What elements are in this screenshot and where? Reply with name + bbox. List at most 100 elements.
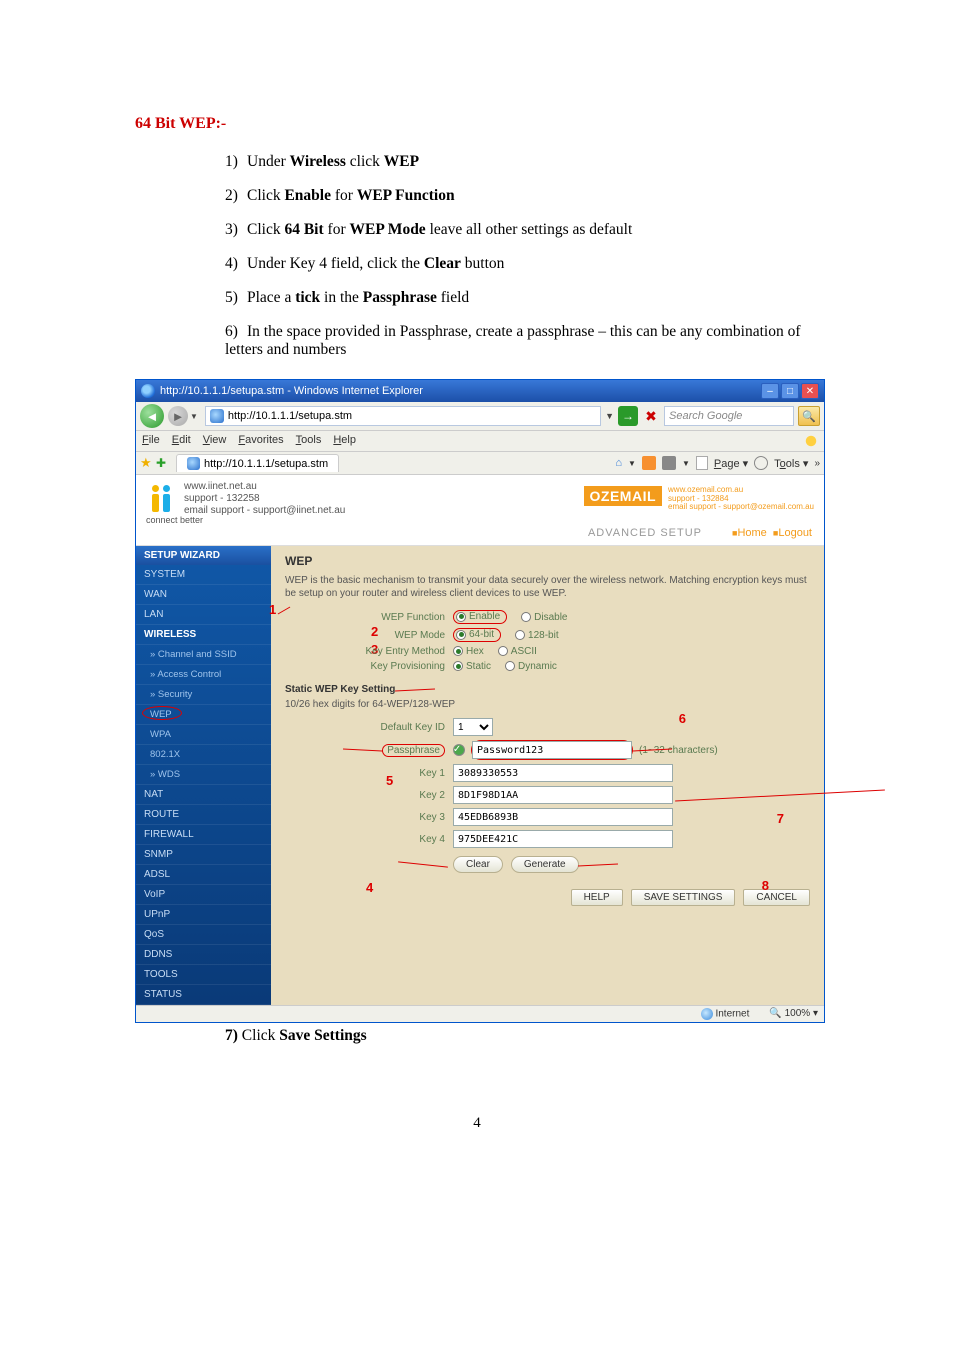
back-button[interactable]: ◄ bbox=[140, 404, 164, 428]
page-icon[interactable] bbox=[696, 456, 708, 470]
print-icon[interactable] bbox=[662, 456, 676, 470]
wan-link[interactable]: WAN bbox=[136, 585, 271, 605]
stop-button[interactable]: ✖ bbox=[642, 406, 660, 426]
addr-dropdown-icon[interactable]: ▼ bbox=[605, 411, 614, 421]
static-wep-desc: 10/26 hex digits for 64-WEP/128-WEP bbox=[285, 699, 810, 710]
128bit-option[interactable]: 128-bit bbox=[515, 630, 559, 641]
wireless-link[interactable]: WIRELESS bbox=[136, 625, 271, 645]
save-settings-button[interactable]: SAVE SETTINGS bbox=[631, 889, 736, 906]
wds-link[interactable]: » WDS bbox=[136, 765, 271, 785]
key4-input[interactable] bbox=[453, 830, 673, 848]
key3-label: Key 3 bbox=[285, 812, 445, 823]
access-control-link[interactable]: » Access Control bbox=[136, 665, 271, 685]
passphrase-checkbox[interactable]: ✓ bbox=[453, 744, 465, 756]
close-button[interactable]: ✕ bbox=[801, 383, 819, 399]
advanced-setup-label: ADVANCED SETUP bbox=[588, 527, 702, 539]
oz-email: email support - support@ozemail.com.au bbox=[668, 503, 814, 512]
help-button[interactable]: HELP bbox=[571, 889, 623, 906]
enable-option[interactable]: Enable bbox=[453, 610, 507, 624]
zoom-level[interactable]: 🔍 100% ▾ bbox=[769, 1008, 818, 1020]
address-url: http://10.1.1.1/setupa.stm bbox=[228, 410, 352, 422]
menu-tools[interactable]: Tools bbox=[296, 434, 322, 448]
setup-wizard-link[interactable]: SETUP WIZARD bbox=[136, 546, 271, 565]
64bit-option[interactable]: 64-bit bbox=[453, 628, 501, 642]
tools-icon[interactable] bbox=[754, 456, 768, 470]
snmp-link[interactable]: SNMP bbox=[136, 845, 271, 865]
firewall-link[interactable]: FIREWALL bbox=[136, 825, 271, 845]
lan-link[interactable]: LAN bbox=[136, 605, 271, 625]
add-favorite-icon[interactable]: ✚ bbox=[156, 456, 170, 470]
iinet-email: email support - support@iinet.net.au bbox=[184, 505, 345, 517]
adsl-link[interactable]: ADSL bbox=[136, 865, 271, 885]
browser-window: http://10.1.1.1/setupa.stm - Windows Int… bbox=[135, 379, 825, 1023]
weather-icon bbox=[804, 434, 818, 448]
security-link[interactable]: » Security bbox=[136, 685, 271, 705]
key2-input[interactable] bbox=[453, 786, 673, 804]
menu-help[interactable]: Help bbox=[333, 434, 356, 448]
instruction-item: 1)Under Wireless click WEP bbox=[225, 153, 819, 171]
cancel-button[interactable]: CANCEL bbox=[743, 889, 810, 906]
default-key-select[interactable]: 1 bbox=[453, 718, 493, 736]
wpa-link[interactable]: WPA bbox=[136, 725, 271, 745]
instruction-item: 3)Click 64 Bit for WEP Mode leave all ot… bbox=[225, 221, 819, 239]
route-link[interactable]: ROUTE bbox=[136, 805, 271, 825]
wep-mode-label: WEP Mode bbox=[285, 630, 445, 641]
tab-bar: ★ ✚ http://10.1.1.1/setupa.stm ⌂▼ ▼ Page… bbox=[136, 452, 824, 475]
section-title: 64 Bit WEP:- bbox=[135, 115, 819, 133]
wep-link[interactable]: WEP bbox=[136, 705, 271, 725]
instruction-item: 4)Under Key 4 field, click the Clear but… bbox=[225, 255, 819, 273]
status-bar: Internet 🔍 100% ▾ bbox=[136, 1005, 824, 1022]
home-icon[interactable]: ⌂ bbox=[615, 457, 622, 469]
static-option[interactable]: Static bbox=[453, 661, 491, 672]
search-button[interactable]: 🔍 bbox=[798, 406, 820, 426]
key4-label: Key 4 bbox=[285, 834, 445, 845]
voip-link[interactable]: VoIP bbox=[136, 885, 271, 905]
ie-icon bbox=[141, 384, 155, 398]
ascii-option[interactable]: ASCII bbox=[498, 646, 537, 657]
status-link[interactable]: STATUS bbox=[136, 985, 271, 1005]
callout-6: 6 bbox=[679, 711, 686, 726]
channel-ssid-link[interactable]: » Channel and SSID bbox=[136, 645, 271, 665]
menu-file[interactable]: File bbox=[142, 434, 160, 448]
home-logout-links[interactable]: ■Home ■Logout bbox=[732, 527, 812, 539]
dynamic-option[interactable]: Dynamic bbox=[505, 661, 557, 672]
minimize-button[interactable]: – bbox=[761, 383, 779, 399]
feed-icon[interactable] bbox=[642, 456, 656, 470]
address-input[interactable]: http://10.1.1.1/setupa.stm bbox=[205, 406, 601, 426]
go-button[interactable]: → bbox=[618, 406, 638, 426]
clear-button[interactable]: Clear bbox=[453, 856, 503, 873]
sidebar-nav: SETUP WIZARDSYSTEMWANLANWIRELESS» Channe… bbox=[136, 546, 271, 1005]
ddns-link[interactable]: DDNS bbox=[136, 945, 271, 965]
passphrase-input[interactable] bbox=[472, 741, 632, 759]
8021x-link[interactable]: 802.1X bbox=[136, 745, 271, 765]
tab-favicon-icon bbox=[187, 457, 200, 470]
forward-button[interactable]: ► bbox=[168, 406, 188, 426]
disable-option[interactable]: Disable bbox=[521, 612, 567, 623]
menu-bar: File Edit View Favorites Tools Help bbox=[136, 431, 824, 452]
callout-4: 4 bbox=[366, 880, 373, 895]
main-panel: 1 2 3 5 6 7 4 8 WEP WEP is the basic mec… bbox=[271, 546, 824, 1005]
menu-edit[interactable]: Edit bbox=[172, 434, 191, 448]
menu-favorites[interactable]: Favorites bbox=[238, 434, 283, 448]
static-wep-heading: Static WEP Key Setting bbox=[285, 684, 395, 695]
search-input[interactable]: Search Google bbox=[664, 406, 794, 426]
upnp-link[interactable]: UPnP bbox=[136, 905, 271, 925]
key3-input[interactable] bbox=[453, 808, 673, 826]
nav-dropdown-icon[interactable]: ▼ bbox=[190, 412, 198, 421]
nat-link[interactable]: NAT bbox=[136, 785, 271, 805]
tools-menu[interactable]: Tools ▾ bbox=[774, 457, 808, 470]
callout-1: 1 bbox=[269, 602, 276, 617]
browser-tab[interactable]: http://10.1.1.1/setupa.stm bbox=[176, 454, 339, 472]
hex-option[interactable]: Hex bbox=[453, 646, 484, 657]
maximize-button[interactable]: □ bbox=[781, 383, 799, 399]
menu-view[interactable]: View bbox=[203, 434, 227, 448]
generate-button[interactable]: Generate bbox=[511, 856, 579, 873]
key1-input[interactable] bbox=[453, 764, 673, 782]
favorites-icon[interactable]: ★ bbox=[140, 455, 156, 471]
instruction-item: 6)In the space provided in Passphrase, c… bbox=[225, 323, 819, 359]
system-link[interactable]: SYSTEM bbox=[136, 565, 271, 585]
tools-link[interactable]: TOOLS bbox=[136, 965, 271, 985]
page-menu[interactable]: Page ▾ bbox=[714, 457, 748, 470]
qos-link[interactable]: QoS bbox=[136, 925, 271, 945]
key-entry-label: Key Entry Method bbox=[285, 646, 445, 657]
